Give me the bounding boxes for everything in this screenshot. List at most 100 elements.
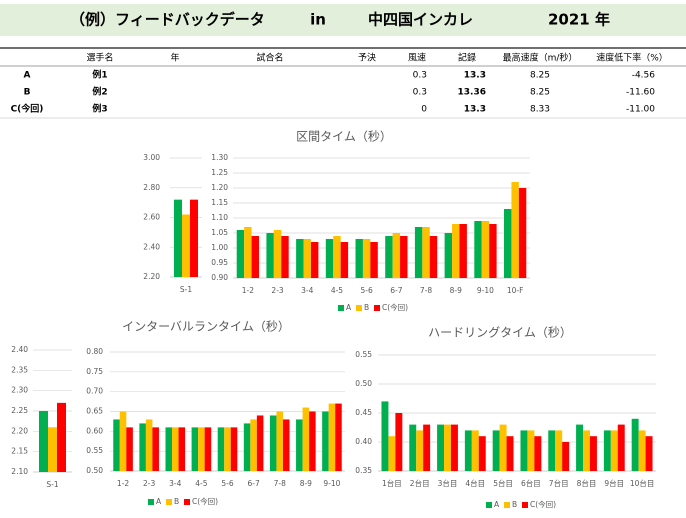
legend-swatch [356, 305, 362, 311]
x-tick-label: 5-6 [361, 286, 373, 295]
bar [126, 427, 133, 471]
bar [57, 402, 66, 472]
bar [178, 427, 186, 471]
bar [217, 427, 225, 471]
wind: 0 [421, 105, 427, 115]
row-label: A [24, 71, 31, 81]
column-header: 予決 [358, 52, 376, 64]
athlete-name: 例2 [92, 86, 107, 98]
bar [444, 233, 453, 278]
y-tick-label: 2.35 [11, 365, 28, 374]
bar [395, 413, 403, 471]
legend-swatch [166, 499, 172, 505]
x-tick-label: 1台目 [382, 478, 402, 488]
bar [119, 411, 127, 471]
legend-label: A [494, 500, 500, 509]
bar [610, 430, 618, 471]
bar [303, 239, 311, 278]
y-tick-label: 2.20 [143, 272, 160, 281]
bar [562, 442, 570, 471]
bar [589, 436, 597, 471]
bar [48, 427, 57, 472]
x-tick-label: 1-2 [242, 286, 254, 295]
y-tick-label: 0.55 [86, 446, 103, 455]
y-tick-label: 0.60 [86, 426, 103, 435]
y-tick-label: 2.60 [143, 213, 160, 222]
legend-label: B [174, 497, 179, 506]
column-header: 速度低下率（%） [596, 52, 668, 64]
bar [269, 415, 277, 471]
bar [282, 419, 290, 471]
bar [182, 214, 190, 277]
legend-swatch [184, 499, 190, 505]
legend-label: A [346, 303, 352, 312]
bar [555, 430, 563, 471]
bar [281, 236, 289, 278]
athlete-name: 例3 [92, 103, 107, 115]
bar [198, 427, 205, 471]
legend-swatch [148, 499, 154, 505]
legend-label: B [512, 500, 517, 509]
y-tick-label: 0.35 [355, 466, 372, 475]
chart-title: ハードリングタイム（秒） [428, 326, 572, 340]
y-tick-label: 1.10 [211, 213, 228, 222]
legend-label: B [364, 303, 369, 312]
column-header: 選手名 [86, 52, 113, 64]
column-header: 最高速度（m/秒） [503, 52, 578, 64]
speed-drop: -11.60 [626, 88, 655, 98]
legend-swatch [486, 502, 492, 508]
y-tick-label: 1.20 [211, 183, 228, 192]
y-tick-label: 0.95 [211, 258, 228, 267]
bar [638, 430, 646, 471]
bar [492, 430, 500, 471]
bar [310, 242, 319, 278]
max-speed: 8.33 [530, 105, 550, 115]
bar [302, 407, 310, 471]
bar [499, 424, 507, 471]
bar [113, 419, 120, 471]
x-tick-label: S-1 [180, 285, 192, 294]
y-tick-label: 2.40 [143, 242, 160, 251]
max-speed: 8.25 [530, 88, 550, 98]
bar [224, 427, 231, 471]
bar [429, 236, 438, 278]
y-tick-label: 0.40 [355, 437, 372, 446]
page-title: （例）フィードバックデータ [70, 11, 265, 29]
max-speed: 8.25 [530, 71, 550, 81]
x-tick-label: 2-3 [143, 479, 155, 488]
bar [335, 403, 342, 471]
y-tick-label: 0.80 [86, 347, 103, 356]
x-tick-label: 4台目 [465, 478, 485, 488]
bar [381, 401, 389, 471]
bar [174, 199, 182, 277]
bar [172, 427, 179, 471]
bar [244, 227, 252, 278]
x-tick-label: 3-4 [301, 286, 313, 295]
bar [437, 424, 445, 471]
bar [388, 436, 396, 471]
bar [464, 430, 472, 471]
x-tick-label: 5-6 [221, 479, 233, 488]
bar [251, 236, 259, 278]
bar [309, 411, 316, 471]
column-header: 風速 [408, 53, 426, 64]
x-tick-label: 6-7 [247, 479, 259, 488]
legend-label: C(今回) [382, 302, 408, 312]
bar [409, 424, 417, 471]
bar [266, 233, 274, 278]
x-tick-label: 3-4 [169, 479, 181, 488]
record: 13.36 [458, 88, 486, 98]
bar [39, 411, 48, 472]
x-tick-label: 8-9 [450, 286, 462, 295]
row-label: C(今回) [11, 103, 44, 115]
y-tick-label: 0.45 [355, 408, 372, 417]
x-tick-label: S-1 [46, 480, 58, 489]
bar [481, 221, 490, 278]
bar [444, 424, 451, 471]
speed-drop: -4.56 [632, 71, 656, 81]
bar [362, 239, 371, 278]
y-tick-label: 1.15 [211, 198, 228, 207]
bar [645, 436, 653, 471]
x-tick-label: 6-7 [390, 286, 402, 295]
bar [256, 415, 264, 471]
